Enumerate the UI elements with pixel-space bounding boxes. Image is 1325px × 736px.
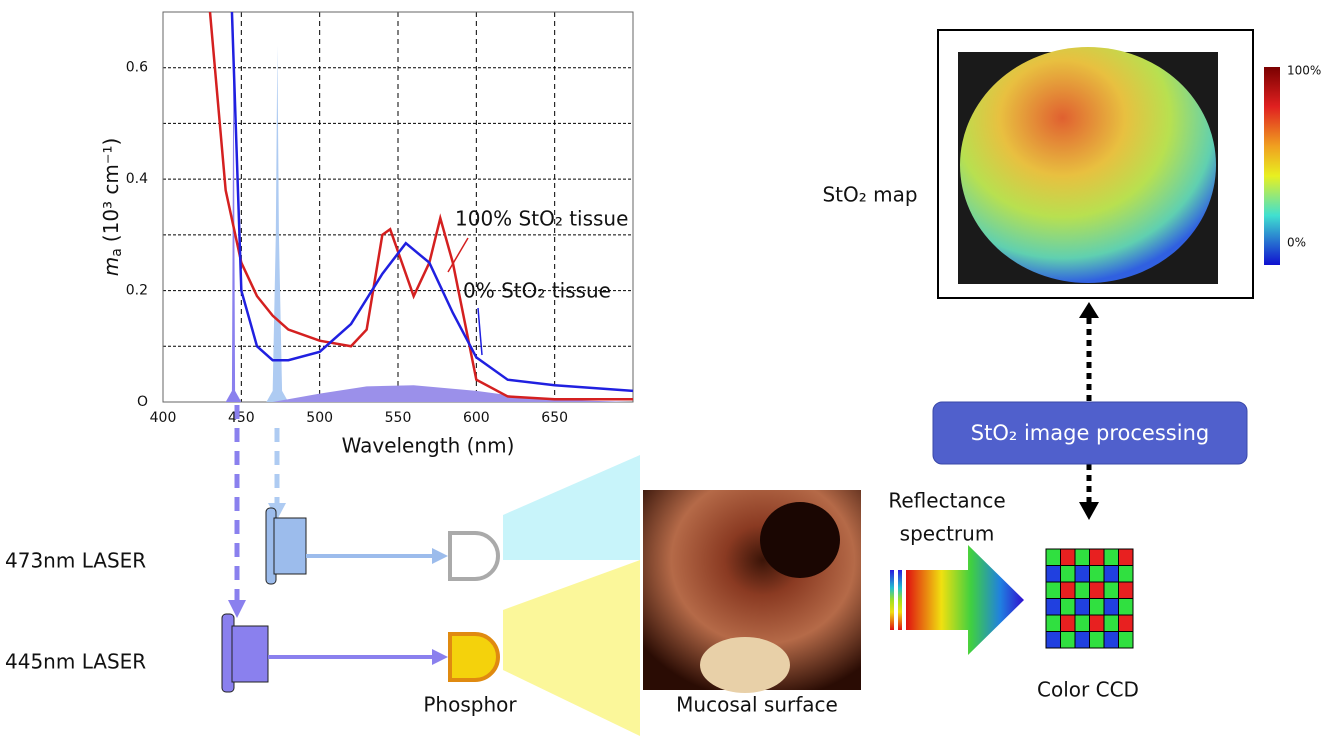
- map-image: [960, 47, 1216, 283]
- light-cone: [503, 455, 640, 560]
- y-axis-label-part: m: [99, 257, 123, 276]
- phosphor-on: [450, 634, 498, 680]
- absorption-line: [232, 12, 633, 391]
- ccd-pixel: [1046, 632, 1061, 649]
- ccd-pixel: [1090, 632, 1105, 649]
- absorption-chart: O 0.2 0.4 0.6 400 450 500 550 600 650 Wavelength (…: [99, 12, 634, 458]
- ccd-pixel: [1104, 582, 1119, 599]
- ccd-label: Color CCD: [1037, 678, 1139, 702]
- polyp: [700, 637, 790, 693]
- ccd-pixel: [1075, 582, 1090, 599]
- ccd-pixel: [1046, 549, 1061, 566]
- phosphor-label: Phosphor: [423, 693, 517, 717]
- ccd-pixel: [1119, 566, 1134, 583]
- x-tick-label: 650: [541, 410, 568, 426]
- x-tick-label: 400: [150, 410, 177, 426]
- ccd-pixel: [1090, 599, 1105, 616]
- y-tick-label: 0.2: [126, 283, 148, 299]
- ccd-pixel: [1075, 549, 1090, 566]
- colorbar-label: 100%: [1287, 64, 1321, 78]
- ccd-pixel: [1061, 632, 1076, 649]
- ccd-pixel: [1119, 599, 1134, 616]
- ccd-pixel: [1104, 566, 1119, 583]
- laser-label: 473nm LASER: [5, 549, 146, 573]
- colorbar: [1264, 67, 1280, 265]
- ccd-pixel: [1075, 632, 1090, 649]
- ccd-pixel: [1104, 549, 1119, 566]
- reflectance-arrow: [890, 545, 1024, 655]
- ccd-pixel: [1119, 582, 1134, 599]
- ccd-pixel: [1046, 599, 1061, 616]
- laser-473: [266, 508, 448, 584]
- x-axis-label: Wavelength (nm): [342, 434, 515, 458]
- x-tick-label: 500: [306, 410, 333, 426]
- figure: O 0.2 0.4 0.6 400 450 500 550 600 650 Wavelength (…: [0, 0, 1325, 736]
- ccd-pixel: [1061, 566, 1076, 583]
- ccd-pixel: [1046, 566, 1061, 583]
- series-label: 100% StO₂ tissue: [455, 207, 628, 231]
- light-cone: [503, 560, 640, 736]
- mucosa-label: Mucosal surface: [676, 693, 838, 717]
- laser-label: 445nm LASER: [5, 650, 146, 674]
- ccd-pixel: [1090, 566, 1105, 583]
- ccd-pixel: [1104, 615, 1119, 632]
- ccd-pixel: [1061, 582, 1076, 599]
- y-tick-label: 0.6: [126, 60, 148, 76]
- y-axis-label-part: a: [109, 248, 125, 257]
- x-tick-label: 600: [463, 410, 490, 426]
- ccd-pixel: [1061, 615, 1076, 632]
- map-label: StO₂ map: [822, 183, 917, 207]
- ccd-pixel: [1061, 599, 1076, 616]
- colorbar-label: 0%: [1287, 236, 1306, 250]
- ccd-pixel: [1119, 632, 1134, 649]
- series-label: 0% StO₂ tissue: [463, 279, 611, 303]
- y-axis-label: ma (10³ cm⁻¹): [99, 138, 126, 277]
- ccd-sensor: [1046, 549, 1133, 648]
- laser-445: [222, 614, 448, 692]
- arrow-head: [1079, 302, 1099, 318]
- ccd-pixel: [1075, 566, 1090, 583]
- ccd-pixel: [1104, 599, 1119, 616]
- processing-label: StO₂ image processing: [971, 421, 1209, 445]
- x-tick-label: 450: [228, 410, 255, 426]
- ccd-pixel: [1119, 549, 1134, 566]
- lumen: [760, 502, 840, 578]
- ccd-pixel: [1090, 615, 1105, 632]
- y-tick-label: 0.4: [126, 171, 148, 187]
- x-tick-label: 550: [385, 410, 412, 426]
- ccd-pixel: [1090, 582, 1105, 599]
- ccd-pixel: [1075, 615, 1090, 632]
- annotation-arrow: [478, 308, 482, 355]
- phosphor-off: [450, 533, 498, 579]
- arrow-head: [1079, 502, 1099, 520]
- y-tick-label: O: [137, 394, 148, 410]
- ccd-pixel: [1090, 549, 1105, 566]
- reflectance-label: Reflectance: [888, 489, 1005, 513]
- ccd-pixel: [1075, 599, 1090, 616]
- ccd-pixel: [1104, 632, 1119, 649]
- emission-spectrum: [266, 45, 288, 402]
- ccd-pixel: [1046, 615, 1061, 632]
- ccd-pixel: [1061, 549, 1076, 566]
- reflectance-label: spectrum: [900, 522, 995, 546]
- ccd-pixel: [1046, 582, 1061, 599]
- ccd-pixel: [1119, 615, 1134, 632]
- y-axis-label-part: (10³ cm⁻¹): [99, 138, 123, 242]
